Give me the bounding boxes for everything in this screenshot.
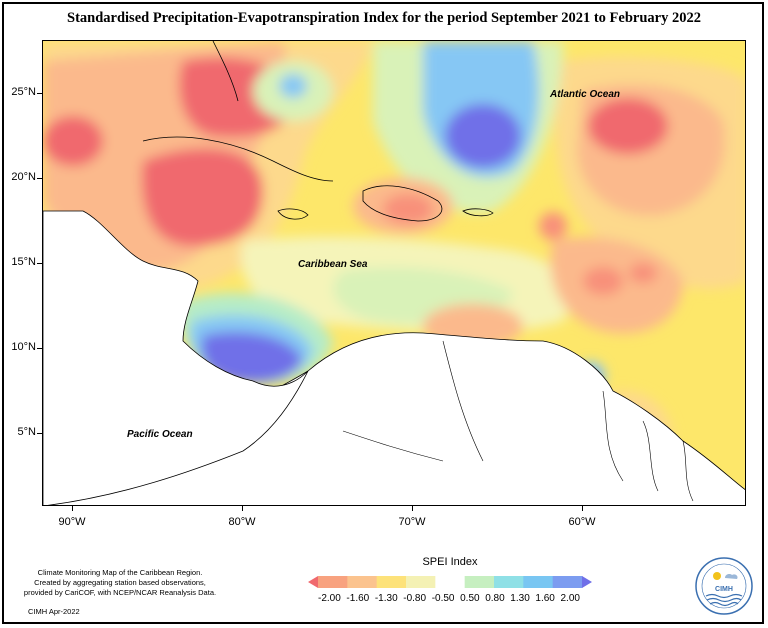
lat-tick-5	[37, 433, 42, 434]
legend-ticks: -2.00 -1.60 -1.30 -0.80 -0.50 0.50 0.80 …	[318, 593, 580, 604]
lon-tick-80	[242, 506, 243, 511]
spei-zone-bahamas-wet	[279, 74, 307, 98]
legend-color-cell	[523, 576, 554, 588]
legend-color-cell	[494, 576, 524, 588]
colombia-venezuela-border	[442, 340, 484, 462]
wave-icon	[706, 597, 742, 603]
venezuela-guyana-border	[602, 390, 624, 482]
puerto-rico-coast	[462, 208, 494, 217]
legend-color-cell	[406, 576, 436, 588]
lon-label-70: 70°W	[398, 516, 426, 528]
cuba-coast	[142, 136, 334, 182]
caribbean-sea-label: Caribbean Sea	[298, 259, 368, 270]
spei-zone-antilles-severe	[583, 267, 623, 295]
spei-zone-central-america-extreme-wet	[201, 332, 303, 383]
suriname-guiana-border	[682, 440, 694, 502]
spei-zone-antilles-severe-east	[629, 263, 657, 283]
spei-map[interactable]: Atlantic Ocean Caribbean Sea Pacific Oce…	[42, 40, 746, 506]
legend-color-cell	[435, 576, 466, 588]
spei-zone-hispaniola-severe	[383, 194, 433, 224]
legend-tick: -0.50	[431, 593, 455, 604]
legend-color-cell	[376, 576, 407, 588]
florida-coast	[212, 41, 239, 102]
legend-color-cell	[464, 576, 495, 588]
atlantic-ocean-label: Atlantic Ocean	[550, 89, 621, 100]
credits-line-2: Created by aggregating station based obs…	[34, 578, 206, 587]
legend-tick: 0.50	[460, 593, 480, 604]
lon-label-60: 60°W	[568, 516, 596, 528]
hispaniola-coast	[362, 185, 443, 222]
guyana-suriname-border	[642, 420, 659, 492]
lat-label-5: 5°N	[17, 426, 36, 438]
legend-color-cell	[347, 576, 378, 588]
lat-tick-20	[37, 178, 42, 179]
lon-label-90: 90°W	[58, 516, 86, 528]
spei-zone-western-caribbean-severe	[142, 148, 263, 246]
credits-line-1: Climate Monitoring Map of the Caribbean …	[37, 568, 203, 577]
legend-tick: -0.80	[403, 593, 427, 604]
lat-tick-25	[37, 93, 42, 94]
legend-color-cell	[318, 576, 348, 588]
spei-zone-atlantic-extreme-wet	[445, 104, 521, 168]
legend-tick: -1.30	[374, 593, 398, 604]
legend-color-cell	[308, 576, 318, 588]
credits-date: CIMH Apr-2022	[28, 607, 80, 616]
lon-tick-70	[412, 506, 413, 511]
wave-icon	[709, 601, 739, 607]
lat-label-25: 25°N	[11, 86, 36, 98]
central-america-land	[43, 210, 309, 505]
pacific-ocean-label: Pacific Ocean	[127, 429, 193, 440]
lon-tick-60	[582, 506, 583, 511]
spei-zone-atlantic-severe	[588, 98, 668, 154]
jamaica-coast	[277, 208, 309, 220]
lat-tick-15	[37, 263, 42, 264]
lat-tick-10	[37, 348, 42, 349]
lon-tick-90	[72, 506, 73, 511]
lat-label-15: 15°N	[11, 256, 36, 268]
legend-tick: 2.00	[560, 593, 580, 604]
wave-icon	[705, 593, 743, 599]
legend-tick: 1.30	[510, 593, 530, 604]
lat-label-10: 10°N	[11, 341, 36, 353]
map-title: Standardised Precipitation-Evapotranspir…	[67, 10, 701, 26]
cimh-logo: CIMH	[695, 557, 753, 615]
legend-color-cell	[552, 576, 583, 588]
legend-tick: 0.80	[485, 593, 505, 604]
spei-zone-yucatan-severe	[43, 116, 103, 166]
legend-title: SPEI Index	[422, 556, 478, 568]
logo-text: CIMH	[715, 586, 733, 593]
map-canvas	[43, 41, 745, 505]
legend-tick: -2.00	[318, 593, 341, 604]
cloud-icon	[725, 574, 738, 579]
legend-colorbar	[308, 576, 592, 588]
legend-color-cell	[582, 576, 592, 588]
sun-icon	[713, 572, 721, 580]
spei-zone-guadeloupe-dry	[539, 212, 567, 240]
colombia-border	[342, 430, 444, 462]
legend-tick: 1.60	[535, 593, 555, 604]
credits-line-3: provided by CariCOF, with NCEP/NCAR Rean…	[23, 588, 217, 597]
lon-label-80: 80°W	[228, 516, 256, 528]
lat-label-20: 20°N	[11, 171, 36, 183]
map-credits: Climate Monitoring Map of the Caribbean …	[0, 568, 240, 598]
legend-tick: -1.60	[346, 593, 370, 604]
